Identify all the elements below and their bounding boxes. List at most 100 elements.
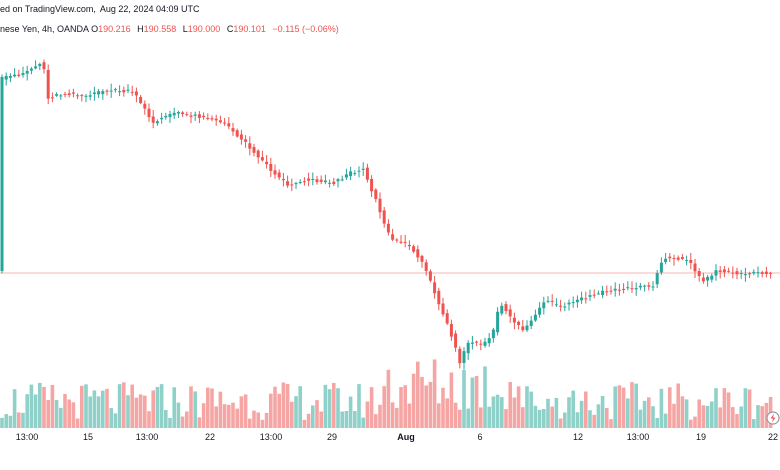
volume-bar: [164, 409, 168, 428]
volume-bar: [374, 414, 378, 428]
candle-body: [55, 94, 59, 96]
candle-body: [739, 273, 743, 275]
volume-bar: [315, 400, 319, 428]
candle-body: [722, 269, 726, 273]
candle-body: [769, 272, 773, 274]
volume-bar: [613, 386, 617, 428]
candle-body: [340, 179, 344, 181]
candle-body: [584, 298, 588, 300]
volume-bar: [151, 390, 155, 428]
candle-body: [386, 223, 390, 233]
volume-bar: [273, 386, 277, 428]
candle-body: [214, 118, 218, 121]
volume-bar: [189, 386, 193, 428]
volume-bar: [306, 413, 311, 428]
candle-body: [483, 341, 487, 346]
volume-bar: [168, 417, 172, 428]
volume-bar: [348, 396, 353, 428]
volume-bar: [617, 385, 622, 428]
candle-body: [701, 277, 705, 282]
volume-bar: [378, 404, 382, 428]
candle-body: [323, 180, 327, 183]
volume-bar: [155, 386, 160, 428]
volume-bar: [353, 410, 357, 428]
candle-body: [21, 73, 25, 76]
volume-bar: [626, 398, 630, 428]
candle-body: [542, 302, 546, 309]
candle-body: [748, 273, 752, 275]
volume-bar: [369, 387, 374, 428]
candle-body: [559, 305, 563, 307]
volume-bar: [210, 388, 214, 428]
candle-body: [122, 89, 126, 93]
candle-body: [664, 258, 668, 263]
candle-body: [496, 311, 500, 333]
volume-bar: [403, 385, 407, 428]
volume-bar: [361, 417, 365, 428]
candle-body: [416, 249, 420, 258]
candle-body: [735, 271, 739, 275]
volume-bar: [323, 384, 328, 428]
high-label: H: [137, 24, 144, 34]
candle-body: [223, 122, 227, 124]
candle-body: [92, 92, 96, 94]
published-text: ed on TradingView.com,: [0, 4, 96, 14]
volume-bar: [332, 382, 336, 428]
candle-body: [588, 295, 592, 297]
volume-bar: [264, 412, 269, 428]
candle-body: [164, 115, 168, 118]
volume-bar: [172, 387, 176, 428]
volume-bar: [735, 414, 739, 428]
candle-body: [244, 139, 248, 142]
x-tick-label: 22: [205, 432, 215, 442]
volume-bar: [4, 414, 8, 428]
volume-bar: [592, 414, 596, 428]
candle-body: [25, 70, 29, 74]
volume-bar: [726, 392, 731, 428]
candle-body: [235, 130, 239, 137]
candle-body: [118, 91, 122, 93]
candle-body: [344, 174, 348, 178]
volume-bar: [609, 419, 613, 428]
candle-body: [399, 241, 403, 243]
volume-bar: [126, 395, 130, 428]
candle-body: [454, 333, 458, 348]
volume-bar: [159, 384, 164, 428]
volume-bar: [684, 399, 689, 428]
volume-bar: [143, 395, 147, 428]
volume-bar: [256, 412, 260, 428]
volume-bar: [319, 411, 323, 428]
candle-body: [433, 282, 437, 294]
candle-body: [332, 181, 336, 185]
candle-body: [689, 259, 693, 263]
volume-bar: [290, 401, 294, 428]
volume-bar: [579, 400, 584, 428]
candle-body: [546, 300, 550, 302]
candle-body: [437, 290, 441, 305]
volume-bar: [92, 390, 97, 428]
volume-bar: [302, 419, 307, 428]
volume-bar: [33, 394, 38, 428]
candle-body: [685, 260, 689, 262]
candle-body: [630, 288, 634, 290]
volume-bar: [731, 407, 735, 428]
x-tick-label: 15: [83, 432, 93, 442]
volume-bar: [96, 396, 101, 428]
volume-bar: [697, 399, 701, 428]
close-value: 190.101: [233, 24, 266, 34]
volume-bar: [214, 406, 218, 428]
open-label: O: [91, 24, 99, 34]
candle-body: [672, 258, 676, 260]
volume-bar: [441, 387, 445, 428]
volume-bar: [453, 402, 458, 428]
volume-bar: [466, 408, 470, 428]
volume-bar: [147, 411, 151, 428]
volume-bar: [668, 387, 672, 428]
tradingview-logo-icon: [766, 411, 780, 425]
volume-bar: [138, 394, 143, 428]
volume-bar: [180, 416, 185, 428]
volume-bar: [504, 409, 508, 428]
volume-bar: [260, 419, 265, 428]
candle-body: [134, 91, 138, 96]
